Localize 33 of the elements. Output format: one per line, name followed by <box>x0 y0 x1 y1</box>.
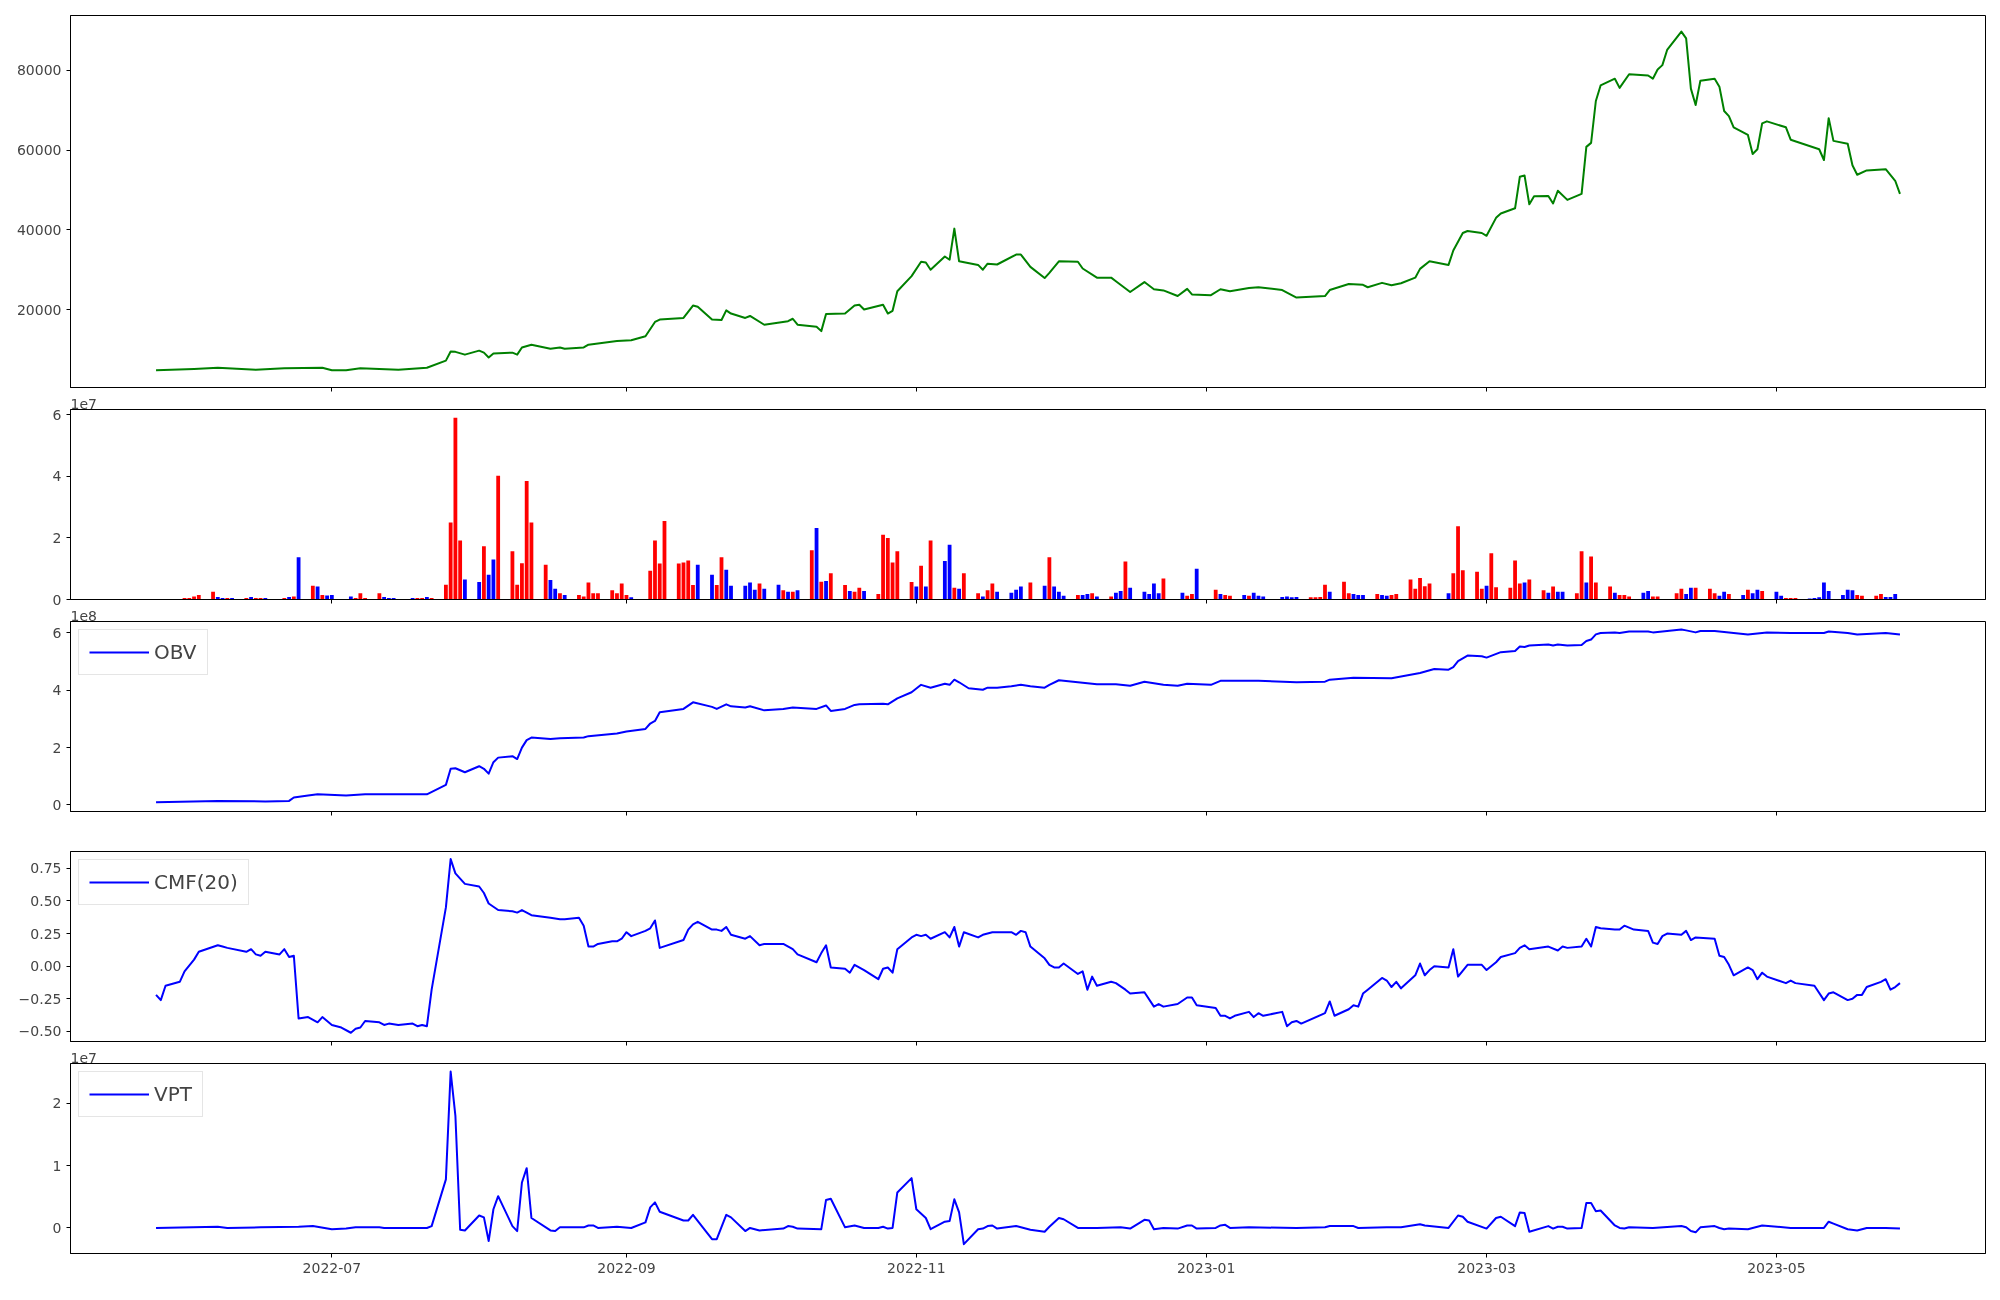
y-tick-label: 2 <box>52 739 62 756</box>
y-tick-label: −0.50 <box>18 1023 62 1040</box>
y-tick-label: 6 <box>52 624 62 641</box>
y-tick-label: 0.25 <box>30 925 62 942</box>
y-tick-label: 20000 <box>16 301 62 318</box>
y-tick-label: 2 <box>52 1095 62 1112</box>
y-tick-label: 1 <box>52 1157 62 1174</box>
x-tick-label: 2022-11 <box>887 1259 946 1276</box>
y-tick-label: 4 <box>52 682 62 699</box>
y-tick-label: 0 <box>52 796 62 813</box>
y-tick-label: 40000 <box>16 221 62 238</box>
legend-label: VPT <box>154 1082 192 1106</box>
annotation: 1e7 <box>70 1049 97 1066</box>
legend-label: OBV <box>154 640 197 664</box>
y-tick-label: 0.50 <box>30 892 62 909</box>
y-tick-label: 60000 <box>16 142 62 159</box>
y-tick-label: −0.25 <box>18 990 62 1007</box>
legend-label: CMF(20) <box>154 870 238 894</box>
x-tick-label: 2023-03 <box>1457 1259 1516 1276</box>
x-tick-label: 2022-07 <box>302 1259 362 1276</box>
y-tick-label: 0 <box>52 1219 62 1236</box>
y-tick-label: 6 <box>52 406 62 423</box>
x-tick-label: 2023-01 <box>1176 1259 1236 1276</box>
x-tick-label: 2022-09 <box>597 1259 656 1276</box>
annotation: 1e7 <box>70 395 97 412</box>
x-tick-label: 2023-05 <box>1747 1259 1806 1276</box>
y-tick-label: 0.75 <box>30 860 62 877</box>
y-tick-label: 4 <box>52 468 62 485</box>
y-tick-label: 0.00 <box>30 958 62 975</box>
y-tick-label: 0 <box>52 591 62 608</box>
y-tick-label: 2 <box>52 529 62 546</box>
annotation: 1e8 <box>70 607 97 624</box>
y-tick-label: 80000 <box>16 62 62 79</box>
